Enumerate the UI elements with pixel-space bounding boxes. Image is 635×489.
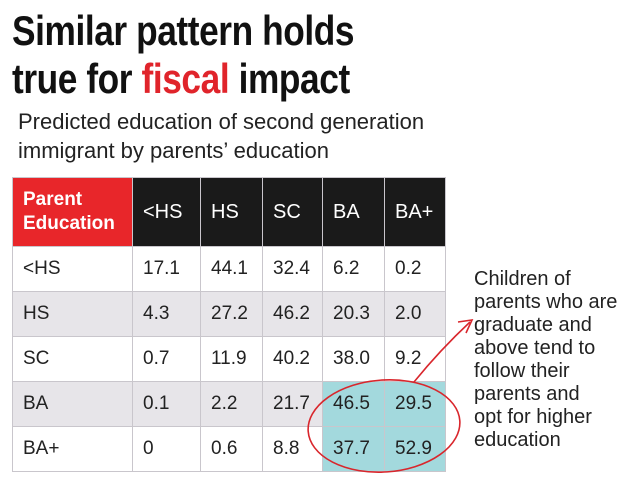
annotation-line: parents who are bbox=[474, 291, 618, 313]
table-cell: 2.2 bbox=[200, 381, 263, 427]
subtitle-line: immigrant by parents’ education bbox=[18, 138, 330, 163]
annotation-line: graduate and bbox=[474, 314, 592, 336]
row-header: BA bbox=[12, 381, 133, 427]
table-cell: 52.9 bbox=[384, 426, 446, 472]
annotation-line: education bbox=[474, 429, 561, 451]
table-row: HS 4.3 27.2 46.2 20.3 2.0 bbox=[12, 291, 446, 337]
column-header: BA bbox=[322, 177, 385, 247]
annotation-line: parents and bbox=[474, 383, 580, 405]
table-cell: 0.6 bbox=[200, 426, 263, 472]
annotation-line: Children of bbox=[474, 268, 571, 290]
table-cell: 11.9 bbox=[200, 336, 263, 382]
title-text: impact bbox=[238, 55, 351, 102]
table-row: SC 0.7 11.9 40.2 38.0 9.2 bbox=[12, 336, 446, 382]
header-row: Parent Education <HS HS SC BA BA+ bbox=[12, 177, 446, 247]
table-cell: 0.1 bbox=[132, 381, 201, 427]
title-text: true for bbox=[12, 55, 133, 102]
table-row: BA 0.1 2.2 21.7 46.5 29.5 bbox=[12, 381, 446, 427]
table-row: BA+ 0 0.6 8.8 37.7 52.9 bbox=[12, 426, 446, 472]
arrow bbox=[413, 321, 471, 383]
table-cell: 2.0 bbox=[384, 291, 446, 337]
table-cell: 46.2 bbox=[262, 291, 323, 337]
table-cell: 0 bbox=[132, 426, 201, 472]
annotation: Children of parents who are graduate and ab… bbox=[474, 268, 617, 452]
table-cell: 46.5 bbox=[322, 381, 385, 427]
arrow-head bbox=[457, 319, 474, 334]
column-header: BA+ bbox=[384, 177, 446, 247]
table-cell: 32.4 bbox=[262, 246, 323, 292]
table-cell: 9.2 bbox=[384, 336, 446, 382]
title-highlight: fiscal bbox=[141, 55, 230, 102]
title-line: Similar pattern holds bbox=[12, 7, 355, 54]
annotation-line: above tend to bbox=[474, 337, 596, 359]
table-cell: 8.8 bbox=[262, 426, 323, 472]
annotation-line: follow their bbox=[474, 360, 570, 382]
table-cell: 21.7 bbox=[262, 381, 323, 427]
annotation-line: opt for higher bbox=[474, 406, 592, 428]
column-header: <HS bbox=[132, 177, 201, 247]
row-header: HS bbox=[12, 291, 133, 337]
table-cell: 17.1 bbox=[132, 246, 201, 292]
highlight-ellipse bbox=[307, 379, 461, 473]
subtitle-line: Predicted education of second generation bbox=[18, 109, 425, 134]
title-line: true for fiscal impact bbox=[12, 56, 350, 102]
table-cell: 0.7 bbox=[132, 336, 201, 382]
column-header: HS bbox=[200, 177, 263, 247]
table: Parent Education <HS HS SC BA BA+ <HS 17.1 44.1… bbox=[12, 177, 446, 472]
table-cell: 40.2 bbox=[262, 336, 323, 382]
row-header: BA+ bbox=[12, 426, 133, 472]
table-cell: 38.0 bbox=[322, 336, 385, 382]
table-cell: 44.1 bbox=[200, 246, 263, 292]
table-cell: 20.3 bbox=[322, 291, 385, 337]
